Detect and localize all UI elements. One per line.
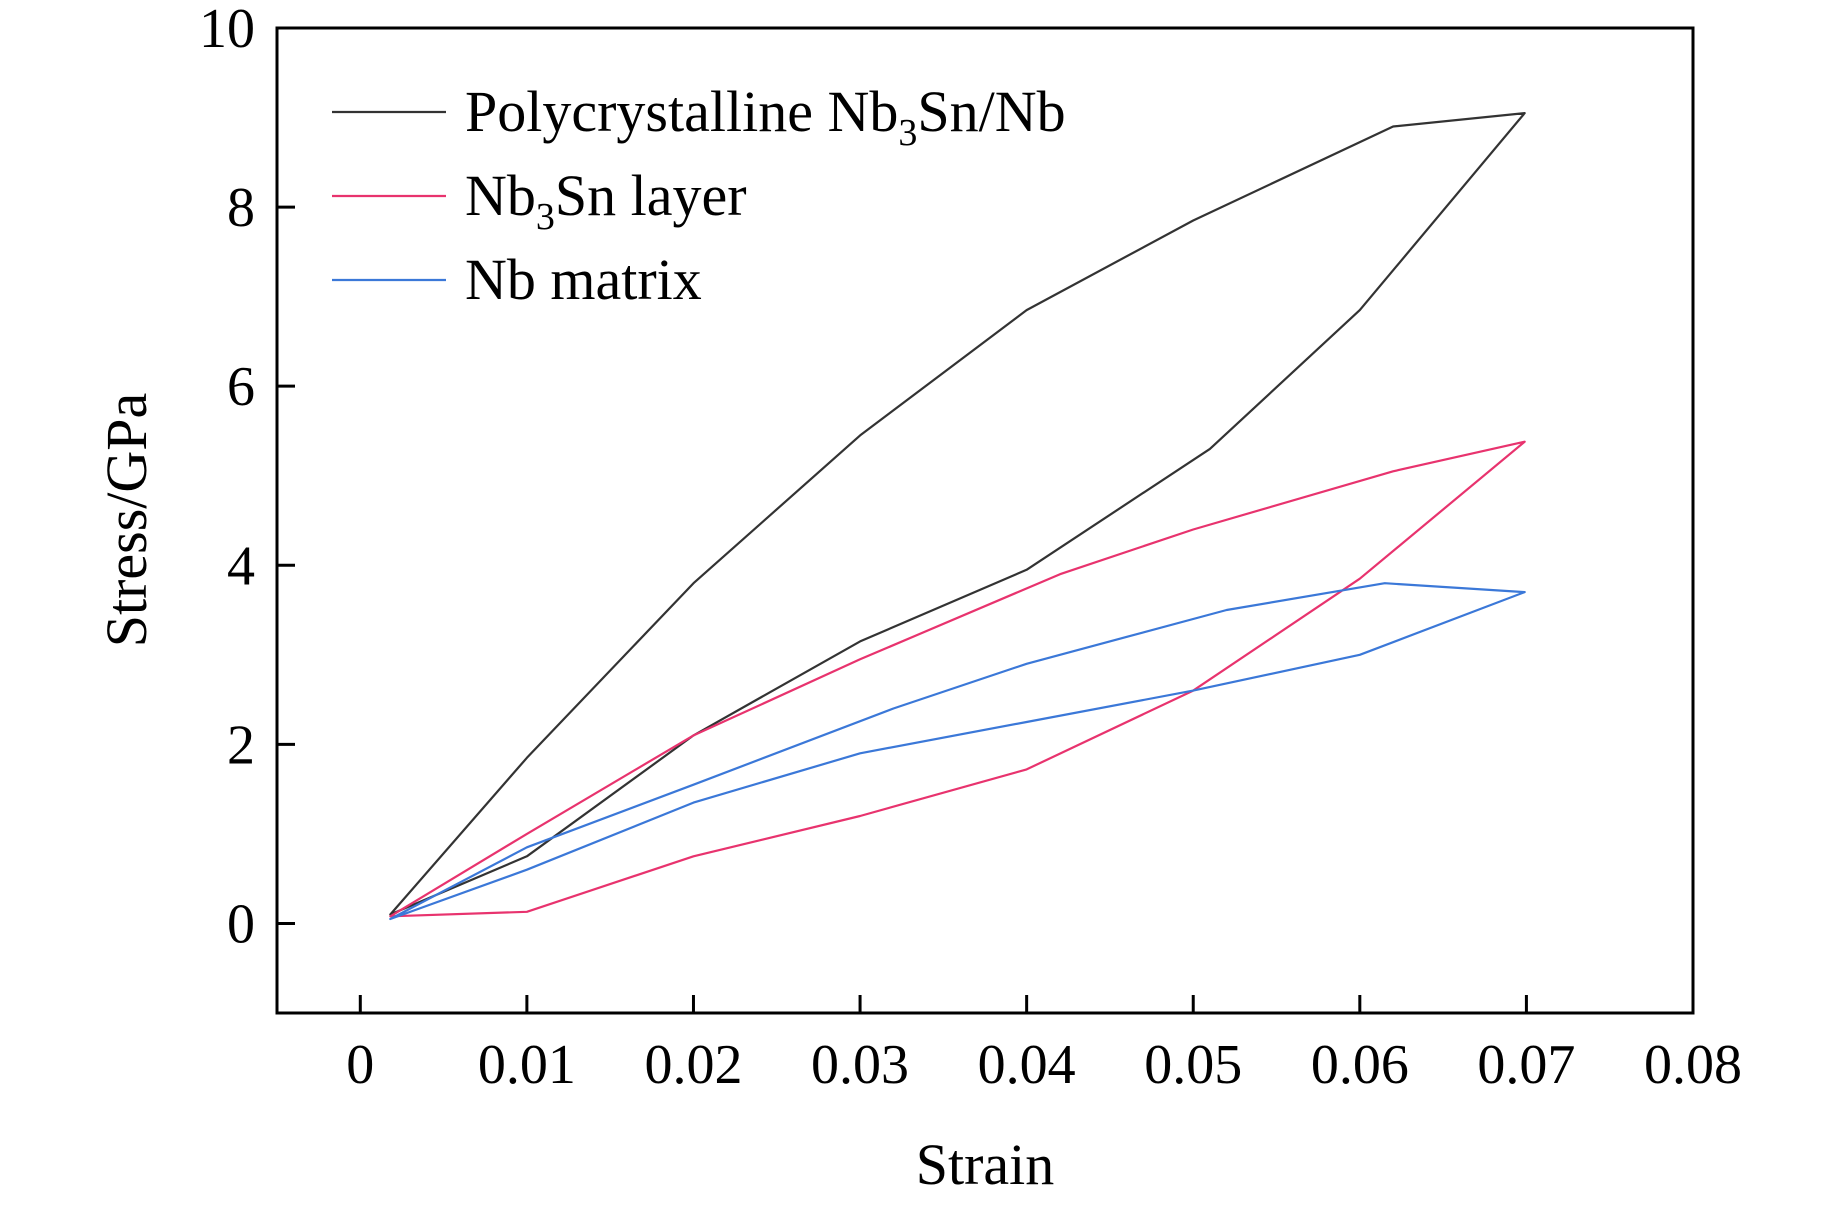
y-tick-label: 10 [199, 0, 255, 60]
x-tick-label: 0.02 [644, 1034, 742, 1096]
legend-label-subscript: 3 [898, 112, 917, 154]
series-line-0 [389, 111, 1526, 916]
legend-label-0: Polycrystalline Nb3Sn/Nb [465, 79, 1066, 154]
x-tick-label: 0.06 [1311, 1034, 1409, 1096]
series-layer [389, 111, 1526, 921]
y-tick-label: 4 [227, 535, 255, 597]
y-tick-label: 6 [227, 356, 255, 418]
x-tick-label: 0.01 [478, 1034, 576, 1096]
legend-label-subscript: 3 [536, 196, 555, 238]
legend-label-main: Nb matrix [465, 247, 702, 312]
x-tick-label: 0 [346, 1034, 374, 1096]
plot-frame [275, 26, 1695, 1015]
series-line-1 [389, 440, 1526, 918]
series-line-2 [389, 582, 1526, 921]
x-axis-title: Strain [916, 1132, 1055, 1197]
x-tick-label: 0.07 [1477, 1034, 1575, 1096]
x-axis-ticks: 0 0.01 0.02 0.03 0.04 0.05 0.06 0.07 0.08 [346, 995, 1742, 1096]
x-tick-label: 0.05 [1144, 1034, 1242, 1096]
y-axis-title: Stress/GPa [94, 393, 159, 648]
y-tick-label: 0 [227, 893, 255, 955]
legend-label-tail: Sn/Nb [917, 79, 1065, 144]
legend-label-main: Polycrystalline Nb [465, 79, 898, 144]
legend-label-main: Nb [465, 163, 536, 228]
legend-label-2: Nb matrix [465, 247, 702, 312]
legend-label-tail: Sn layer [555, 163, 747, 228]
legend-label-1: Nb3Sn layer [465, 163, 747, 238]
y-tick-label: 8 [227, 177, 255, 239]
y-axis-ticks: 0 2 4 6 8 10 [199, 0, 295, 955]
x-tick-label: 0.03 [811, 1034, 909, 1096]
x-tick-label: 0.08 [1644, 1034, 1742, 1096]
y-tick-label: 2 [227, 714, 255, 776]
x-tick-label: 0.04 [978, 1034, 1076, 1096]
